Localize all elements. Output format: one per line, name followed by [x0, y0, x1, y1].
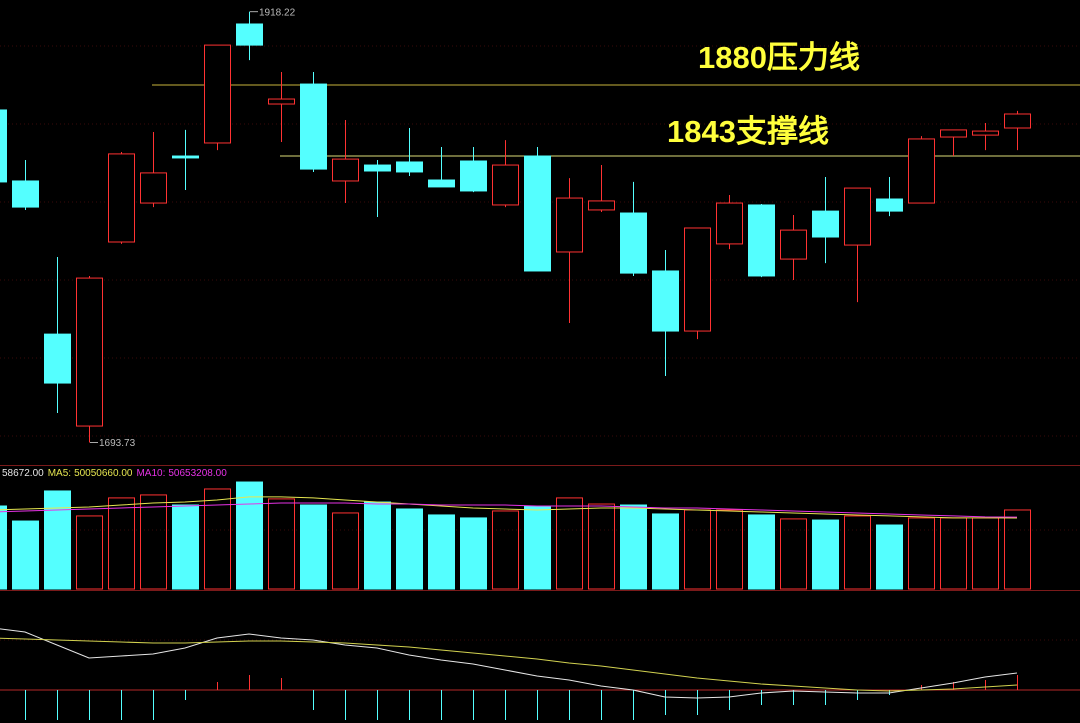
volume-bar: [300, 504, 327, 590]
volume-header: 58672.00 MA5: 50050660.00 MA10: 50653208.00: [2, 468, 227, 479]
candle-body: [140, 172, 167, 204]
level-label: 1843支撑线: [667, 114, 829, 149]
candle-body: [1004, 113, 1031, 129]
volume-bar: [108, 497, 135, 590]
candle-body: [972, 130, 999, 136]
level-label: 1880压力线: [698, 40, 860, 75]
candle-body: [428, 179, 455, 188]
candle-body: [396, 161, 423, 173]
candle-body: [76, 277, 103, 427]
volume-bar: [844, 515, 871, 590]
extreme-label: 1693.73: [99, 438, 136, 449]
legend-value: 50050660.00: [74, 468, 133, 479]
volume-bar: [204, 488, 231, 590]
legend-name: MA10:: [136, 468, 165, 479]
candle-body: [364, 164, 391, 172]
candle-body: [44, 333, 71, 384]
ma-line: [0, 502, 1018, 518]
candle-body: [716, 202, 743, 245]
volume-bar: [460, 517, 487, 590]
volume-bar: [620, 504, 647, 590]
ma-line: [0, 496, 1018, 519]
candle-body: [748, 204, 775, 277]
volume-bar: [1004, 509, 1031, 590]
volume-bar: [12, 520, 39, 590]
candle-body: [524, 155, 551, 272]
candle-body: [12, 180, 39, 208]
candle-body: [0, 109, 7, 183]
candle-body: [812, 210, 839, 238]
candle-body: [204, 44, 231, 144]
volume-bar: [236, 481, 263, 590]
candle-body: [460, 160, 487, 192]
candle-body: [652, 270, 679, 332]
candle-body: [780, 229, 807, 260]
volume-bar: [332, 512, 359, 590]
volume-bar: [396, 508, 423, 590]
volume-bar: [524, 505, 551, 590]
volume-bar: [140, 494, 167, 590]
candle-body: [172, 155, 199, 159]
candle-body: [300, 83, 327, 170]
volume-bar: [908, 517, 935, 590]
volume-bar: [268, 498, 295, 590]
candle-body: [556, 197, 583, 253]
candle-body: [876, 198, 903, 212]
volume-bar: [876, 524, 903, 590]
volume-bar: [588, 503, 615, 590]
candle-body: [620, 212, 647, 274]
volume-bar: [716, 509, 743, 590]
volume-bar: [652, 513, 679, 590]
volume-bar: [172, 504, 199, 590]
volume-bar: [748, 514, 775, 590]
volume-bar: [492, 510, 519, 590]
volume-value: 58672.00: [2, 468, 44, 479]
candle-body: [268, 98, 295, 105]
candle-body: [908, 138, 935, 204]
macd-line: [0, 637, 1018, 692]
candle-body: [940, 129, 967, 138]
macd-line: [0, 628, 1018, 699]
volume-bar: [780, 518, 807, 590]
candle-body: [492, 164, 519, 206]
candle-body: [332, 158, 359, 182]
volume-bar: [812, 519, 839, 590]
candle-body: [684, 227, 711, 332]
volume-bar: [76, 515, 103, 590]
candle-body: [236, 23, 263, 46]
volume-bar: [0, 505, 7, 590]
legend-name: MA5:: [48, 468, 71, 479]
volume-bar: [556, 497, 583, 590]
legend-value: 50653208.00: [168, 468, 227, 479]
candle-body: [844, 187, 871, 246]
candle-body: [588, 200, 615, 211]
extreme-label: 1918.22: [259, 7, 296, 18]
volume-bar: [428, 514, 455, 590]
candle-body: [108, 153, 135, 243]
volume-bar: [364, 501, 391, 590]
volume-bar: [44, 490, 71, 590]
